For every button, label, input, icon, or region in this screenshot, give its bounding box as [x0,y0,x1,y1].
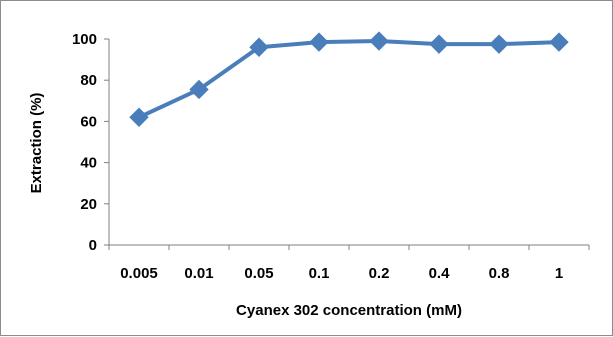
x-tick-label: 0.005 [120,265,158,282]
x-tick-label: 1 [555,265,563,282]
y-tick-label: 20 [80,196,97,213]
x-tick-label: 0.8 [489,265,510,282]
data-series [129,31,569,127]
data-point-marker [249,37,269,57]
data-point-marker [489,34,509,54]
y-tick-label: 60 [80,113,97,130]
data-point-marker [189,79,209,100]
x-tick-label: 0.2 [369,265,390,282]
x-tick-label: 0.05 [244,265,273,282]
x-tick-label: 0.01 [184,265,213,282]
data-point-marker [129,107,149,127]
series-line [138,39,560,120]
x-axis-title: Cyanex 302 concentration (mM) [236,302,462,319]
data-point-marker [369,31,389,51]
y-axis: 0 20 40 60 80 100 [72,31,110,254]
y-tick-label: 100 [72,31,97,48]
data-point-marker [429,34,449,54]
data-point-marker [549,32,569,52]
x-axis: 0.005 0.01 0.05 0.1 0.2 0.4 0.8 1 [108,244,590,282]
x-tick-label: 0.4 [429,265,451,282]
y-tick-label: 0 [89,237,97,254]
x-tick-label: 0.1 [309,265,330,282]
y-tick-label: 40 [80,155,97,172]
y-tick-label: 80 [80,72,97,89]
y-axis-title: Extraction (%) [28,93,45,194]
data-point-marker [309,32,329,52]
